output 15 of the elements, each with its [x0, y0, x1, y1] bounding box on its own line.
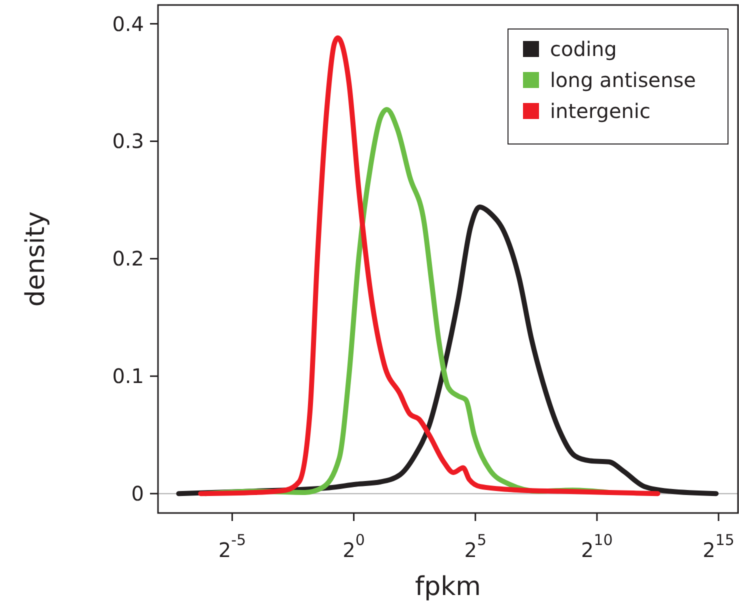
y-tick-label: 0 — [131, 482, 144, 506]
y-tick-label: 0.4 — [112, 12, 144, 36]
y-tick-label: 0.1 — [112, 364, 144, 388]
x-tick-label: 2$^{0}$ — [342, 531, 365, 562]
legend-label: coding — [550, 37, 617, 61]
x-tick-label: 2$^{5}$ — [464, 531, 487, 562]
y-axis-title: density — [21, 211, 51, 307]
y-tick-label: 0.3 — [112, 129, 144, 154]
x-tick-label: 2$^{15}$ — [702, 531, 734, 562]
legend-label: intergenic — [550, 99, 650, 123]
x-tick-label: 2$^{10}$ — [581, 531, 613, 562]
y-tick-label: 0.2 — [112, 246, 144, 271]
x-tick-label: 2$^{-5}$ — [218, 531, 246, 562]
legend-label: long antisense — [550, 68, 696, 92]
x-axis-title: fpkm — [414, 572, 482, 602]
